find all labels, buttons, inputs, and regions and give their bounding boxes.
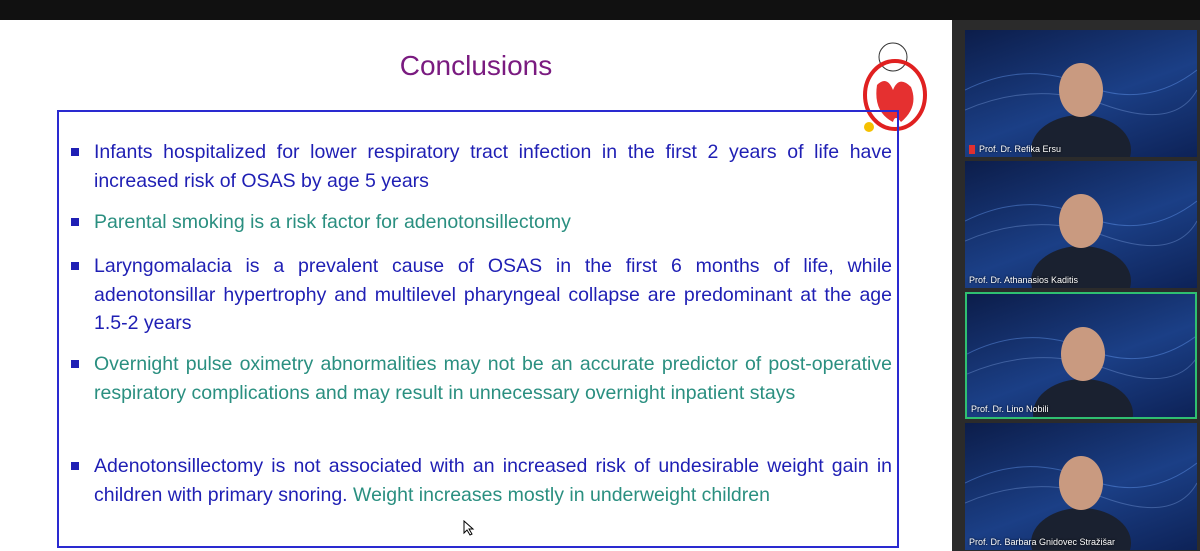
bullet-text: Parental smoking is a risk factor for ad… [94, 208, 892, 237]
participant-video [965, 194, 1197, 288]
text-run: Infants hospitalized for lower respirato… [94, 141, 892, 192]
bullet-marker [71, 360, 79, 368]
text-run: Overnight pulse oximetry abnormalities m… [94, 353, 892, 404]
participants-panel: Prof. Dr. Refika Ersu Prof. Dr. Athanasio… [952, 20, 1200, 551]
participant-name: Prof. Dr. Refika Ersu [969, 144, 1061, 154]
content-box: Infants hospitalized for lower respirato… [57, 110, 899, 548]
bullet-marker [71, 148, 79, 156]
bullet-marker [71, 462, 79, 470]
participant-name: Prof. Dr. Lino Nobili [971, 404, 1049, 414]
text-run: Parental smoking is a risk factor for ad… [94, 211, 571, 233]
video-tile: Prof. Dr. Barbara Gnidovec Stražišar [965, 423, 1197, 550]
text-run: Adenotonsillectomy is not associated wit… [94, 455, 892, 506]
bullet-text: Overnight pulse oximetry abnormalities m… [94, 350, 892, 407]
top-bar [0, 0, 1200, 20]
participant-video [965, 63, 1197, 157]
video-tile: Prof. Dr. Refika Ersu [965, 30, 1197, 157]
participant-name: Prof. Dr. Athanasios Kaditis [969, 275, 1079, 285]
slide: Conclusions Infants hospitalized for low… [0, 20, 952, 551]
text-run: Weight increases mostly in underweight c… [347, 483, 770, 506]
participant-video [967, 327, 1195, 417]
muted-icon [969, 145, 975, 154]
bullet-text: Infants hospitalized for lower respirato… [94, 138, 892, 195]
bullet-marker [71, 262, 79, 270]
participant-video [965, 456, 1197, 550]
video-tile: Prof. Dr. Athanasios Kaditis [965, 161, 1197, 288]
text-run: Laryngomalacia is a prevalent cause of O… [94, 255, 892, 334]
video-tile: Prof. Dr. Lino Nobili [965, 292, 1197, 419]
bullet-marker [71, 218, 79, 226]
bullet-text: Laryngomalacia is a prevalent cause of O… [94, 252, 892, 338]
cursor [463, 520, 475, 536]
participant-name: Prof. Dr. Barbara Gnidovec Stražišar [969, 537, 1116, 547]
bullet-text: Adenotonsillectomy is not associated wit… [94, 452, 892, 509]
slide-title: Conclusions [399, 50, 553, 81]
